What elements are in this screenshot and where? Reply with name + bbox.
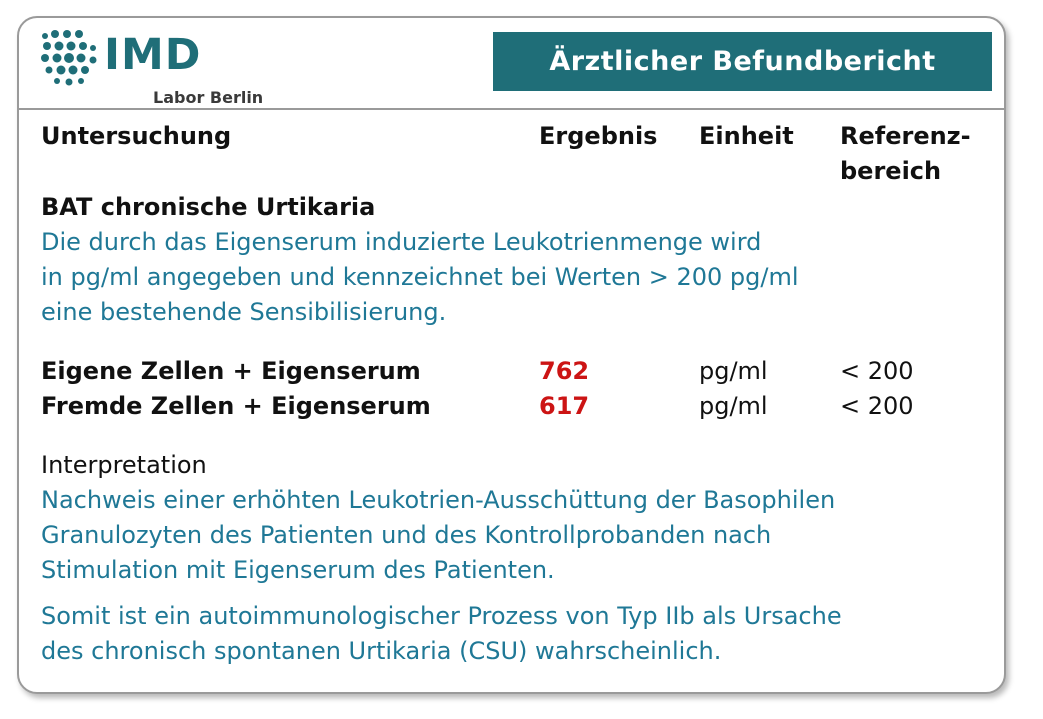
column-header-reference-cont: bereich (840, 157, 942, 185)
result-test-name: Fremde Zellen + Eigenserum (41, 392, 431, 420)
section-heading: BAT chronische Urtikaria (41, 193, 376, 221)
column-header-reference: Referenz- (840, 122, 971, 150)
result-value: 617 (539, 392, 590, 420)
result-reference: < 200 (840, 392, 914, 420)
interpretation-label: Interpretation (41, 451, 207, 479)
interpretation-line: Somit ist ein autoimmunologischer Prozes… (41, 602, 842, 630)
report-card: IMD Labor Berlin Ärztlicher Befundberich… (17, 16, 1006, 694)
dot-grid-logo-icon (41, 30, 97, 86)
header-divider (19, 108, 1004, 110)
report-title: Ärztlicher Befundbericht (493, 32, 992, 91)
result-reference: < 200 (840, 357, 914, 385)
result-unit: pg/ml (699, 357, 768, 385)
interpretation-line: Stimulation mit Eigenserum des Patienten… (41, 556, 555, 584)
column-header-result: Ergebnis (539, 122, 658, 150)
section-description-line: eine bestehende Sensibilisierung. (41, 298, 447, 326)
result-test-name: Eigene Zellen + Eigenserum (41, 357, 421, 385)
interpretation-line: des chronisch spontanen Urtikaria (CSU) … (41, 637, 722, 665)
brand-name: IMD (104, 30, 202, 80)
result-unit: pg/ml (699, 392, 768, 420)
imd-logo: IMD Labor Berlin (39, 28, 279, 108)
interpretation-line: Granulozyten des Patienten und des Kontr… (41, 521, 772, 549)
interpretation-line: Nachweis einer erhöhten Leukotrien-Aussc… (41, 486, 836, 514)
column-header-unit: Einheit (699, 122, 794, 150)
column-header-test: Untersuchung (41, 122, 232, 150)
section-description-line: Die durch das Eigenserum induzierte Leuk… (41, 228, 762, 256)
result-value: 762 (539, 357, 590, 385)
section-description-line: in pg/ml angegeben und kennzeichnet bei … (41, 263, 799, 291)
brand-subtitle: Labor Berlin (153, 88, 264, 107)
